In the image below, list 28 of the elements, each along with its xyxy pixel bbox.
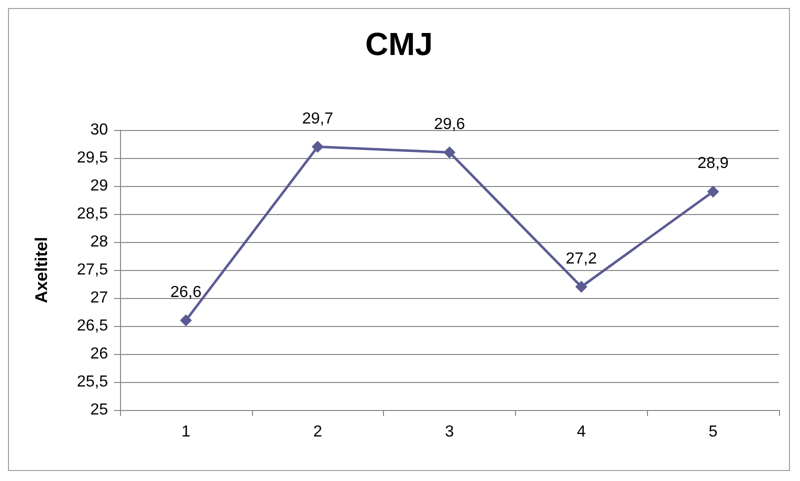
data-label: 28,9 (698, 155, 729, 172)
x-tick-label: 3 (445, 424, 454, 440)
y-tick-label: 27 (90, 290, 108, 306)
y-tick-label: 28,5 (76, 206, 108, 222)
x-tick-label: 4 (576, 424, 586, 440)
y-tick-label: 27,5 (76, 262, 108, 278)
data-label: 27,2 (566, 250, 597, 268)
y-tick-label: 29 (90, 178, 108, 194)
point (180, 314, 192, 326)
y-axis-title: Axeltitel (32, 236, 51, 304)
y-tick-label: 30 (90, 122, 108, 138)
data-label: 26,6 (170, 284, 202, 301)
y-tick-label: 26 (90, 346, 108, 362)
y-tick-label: 26,5 (76, 318, 108, 334)
x-tick-label: 2 (313, 424, 322, 440)
point (312, 140, 324, 153)
x-tick-label: 5 (708, 424, 718, 440)
y-tick-label: 28 (90, 234, 108, 250)
y-tick-label: 29,5 (76, 150, 108, 166)
data-label: 29,7 (302, 110, 334, 128)
point (444, 146, 456, 158)
y-tick-label: 25,5 (76, 374, 108, 390)
chart-title: CMJ (365, 26, 433, 62)
point (575, 280, 588, 293)
y-tick-label: 25 (90, 402, 108, 418)
point (707, 186, 720, 198)
data-label: 29,6 (434, 116, 466, 133)
x-tick-label: 1 (181, 424, 190, 440)
